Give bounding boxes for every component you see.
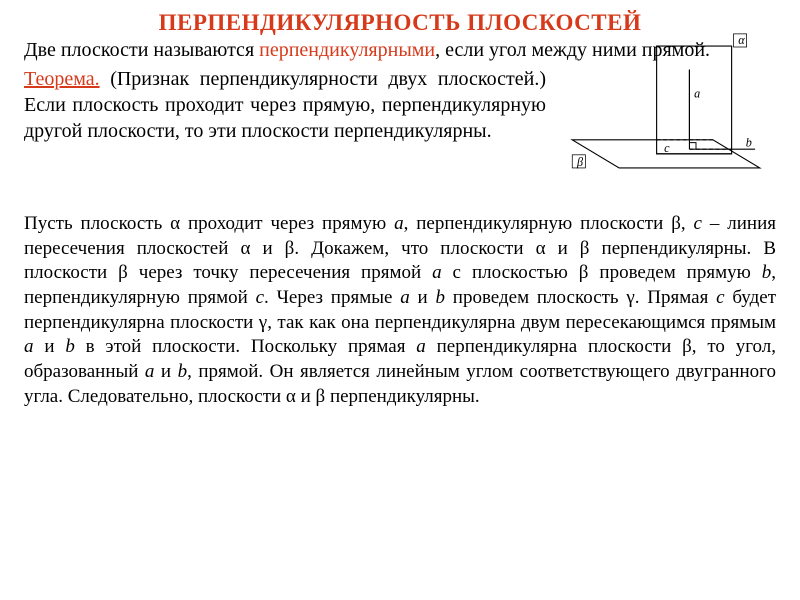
- proof-p2: , перпендикулярную плоскости β,: [404, 213, 694, 234]
- proof-c2: c: [256, 287, 264, 308]
- theorem-body: (Признак перпендикулярности двух плоскос…: [24, 68, 546, 142]
- proof-b4: b: [178, 361, 188, 382]
- proof-a5: a: [416, 336, 426, 357]
- proof-p13: и: [154, 361, 177, 382]
- label-c: c: [664, 141, 670, 155]
- proof-a1: a: [394, 213, 404, 234]
- proof-b3: b: [65, 336, 75, 357]
- proof-text: Пусть плоскость α проходит через прямую …: [24, 212, 776, 410]
- proof-p7: и: [410, 287, 436, 308]
- proof-p6: . Через прямые: [264, 287, 400, 308]
- proof-a6: a: [145, 361, 155, 382]
- proof-p4: с плоскостью β проведем прямую: [442, 262, 762, 283]
- intro-before: Две плоскости называются: [24, 39, 259, 61]
- proof-a3: a: [400, 287, 410, 308]
- proof-c1: c: [694, 213, 702, 234]
- proof-b1: b: [762, 262, 772, 283]
- proof-p1: Пусть плоскость α проходит через прямую: [24, 213, 394, 234]
- proof-p11: в этой плоскости. Поскольку прямая: [75, 336, 416, 357]
- proof-a4: a: [24, 336, 34, 357]
- right-angle-marker: [689, 143, 696, 150]
- intro-highlight: перпендикулярными: [259, 39, 435, 61]
- label-a: a: [694, 87, 700, 101]
- theorem-block: Теорема. (Признак перпендикулярности дву…: [24, 66, 546, 182]
- proof-p10: и: [34, 336, 66, 357]
- theorem-row: Теорема. (Признак перпендикулярности дву…: [24, 66, 776, 182]
- proof-p8: проведем плоскость γ. Прямая: [445, 287, 716, 308]
- label-beta: β: [576, 155, 584, 169]
- proof-a2: a: [432, 262, 442, 283]
- label-alpha: α: [738, 33, 745, 47]
- proof-b2: b: [435, 287, 445, 308]
- theorem-label: Теорема.: [24, 68, 100, 90]
- proof-c3: c: [716, 287, 724, 308]
- label-b: b: [746, 135, 752, 149]
- planes-diagram: α β a b c: [556, 32, 776, 182]
